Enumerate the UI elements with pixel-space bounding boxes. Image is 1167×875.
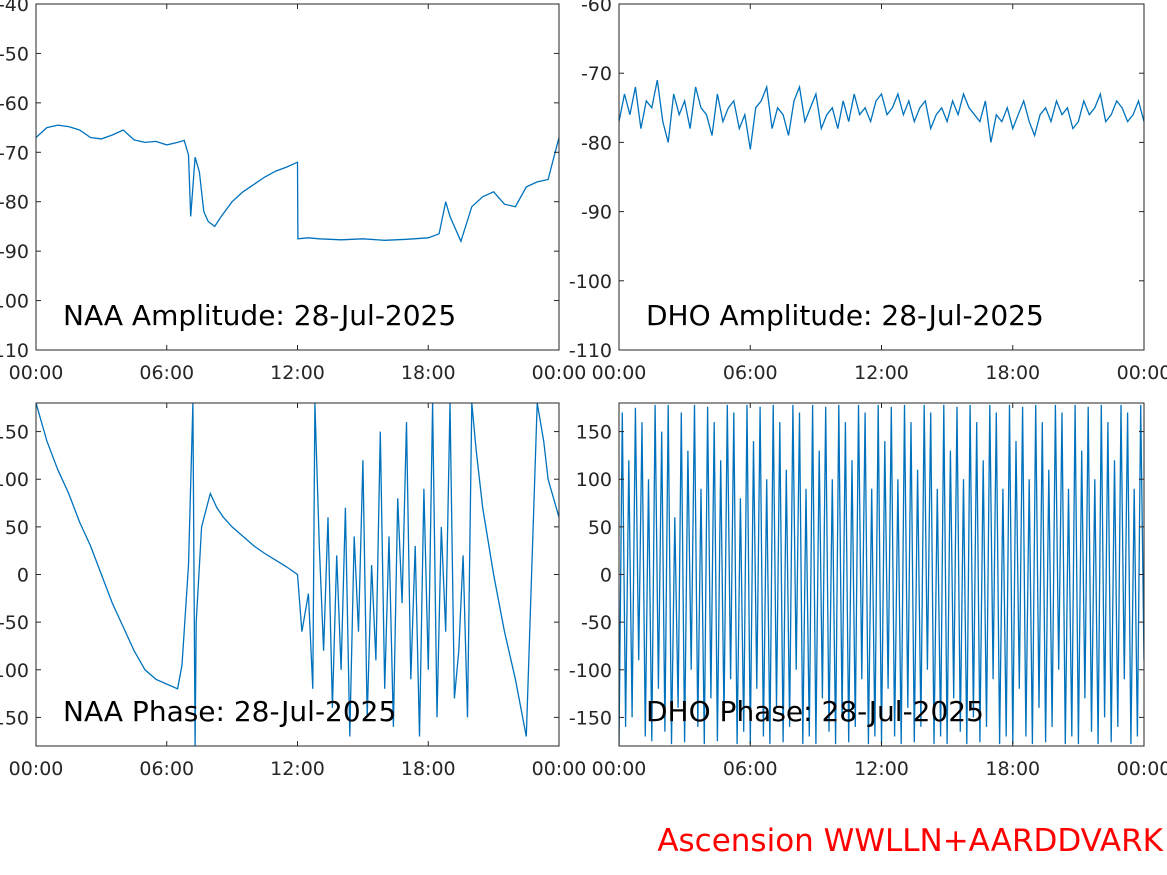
dho-amplitude-series-line <box>619 79 1144 150</box>
y-tick-label: -110 <box>569 340 612 362</box>
naa-phase-panel: -150 -100 -50 0 50 100 150 00:00 06:00 12:00 18:00… <box>0 402 587 780</box>
x-tick-label: 18:00 <box>401 758 456 780</box>
y-tick-label: 0 <box>17 565 29 587</box>
x-tick-label: 18:00 <box>985 362 1040 384</box>
x-tick-label: 00:00 <box>592 362 647 384</box>
x-tick-label: 12:00 <box>270 758 325 780</box>
y-tick-label: 100 <box>576 469 612 491</box>
dho-phase-title: DHO Phase: 28-Jul-2025 <box>646 695 984 728</box>
y-tick-label: -60 <box>0 93 29 115</box>
y-tick-label: -150 <box>0 707 29 729</box>
naa-amplitude-title: NAA Amplitude: 28-Jul-2025 <box>63 299 456 332</box>
x-tick-label: 06:00 <box>139 362 194 384</box>
x-tick-label: 06:00 <box>139 758 194 780</box>
y-tick-label: -80 <box>0 192 29 214</box>
x-tick-label: 12:00 <box>270 362 325 384</box>
x-tick-label: 12:00 <box>854 758 909 780</box>
y-tick-label: -40 <box>0 0 29 16</box>
x-tick-label: 00:00 <box>1117 362 1167 384</box>
dho-amplitude-title: DHO Amplitude: 28-Jul-2025 <box>646 299 1044 332</box>
x-tick-label: 00:00 <box>592 758 647 780</box>
y-tick-label: -90 <box>0 241 29 263</box>
naa-phase-title: NAA Phase: 28-Jul-2025 <box>63 695 396 728</box>
naa-amplitude-series-line <box>36 124 559 244</box>
x-tick-label: 00:00 <box>1117 758 1167 780</box>
x-tick-label: 00:00 <box>532 362 587 384</box>
naa-amplitude-panel: -110 -100 -90 -80 -70 -60 -50 -40 00:00 06:00 12:0… <box>0 0 586 384</box>
y-tick-label: -100 <box>0 291 29 313</box>
y-tick-label: -50 <box>581 612 612 634</box>
y-tick-label: -90 <box>581 202 612 224</box>
dho-phase-panel: -150 -100 -50 0 50 100 150 00:00 06:00 12:00 18:00… <box>569 402 1167 780</box>
x-tick-label: 12:00 <box>854 362 909 384</box>
y-tick-label: -110 <box>0 340 29 362</box>
y-tick-label: 0 <box>600 565 612 587</box>
x-tick-label: 00:00 <box>9 758 64 780</box>
y-tick-label: -70 <box>0 142 29 164</box>
credit-label: Ascension WWLLN+AARDDVARK <box>657 823 1163 859</box>
y-tick-label: 100 <box>0 469 29 491</box>
y-tick-label: -80 <box>581 132 612 154</box>
x-tick-label: 00:00 <box>532 758 587 780</box>
y-tick-label: -50 <box>0 612 29 634</box>
x-tick-label: 18:00 <box>985 758 1040 780</box>
y-tick-label: -100 <box>569 271 612 293</box>
naa-phase-series-line <box>36 403 559 746</box>
x-tick-label: 18:00 <box>401 362 456 384</box>
y-tick-label: -150 <box>569 707 612 729</box>
x-tick-label: 06:00 <box>723 758 778 780</box>
x-tick-label: 00:00 <box>9 362 64 384</box>
x-tick-label: 06:00 <box>723 362 778 384</box>
y-tick-label: -100 <box>0 660 29 682</box>
y-tick-label: -60 <box>581 0 612 16</box>
y-tick-label: -100 <box>569 660 612 682</box>
y-tick-label: 50 <box>5 517 29 539</box>
y-tick-label: -70 <box>581 63 612 85</box>
y-tick-label: 150 <box>576 422 612 444</box>
y-tick-label: 150 <box>0 422 29 444</box>
dho-amplitude-panel: -110 -100 -90 -80 -70 -60 00:00 06:00 12:00 18:00… <box>569 0 1167 384</box>
y-tick-label: 50 <box>588 517 612 539</box>
y-tick-label: -50 <box>0 43 29 65</box>
